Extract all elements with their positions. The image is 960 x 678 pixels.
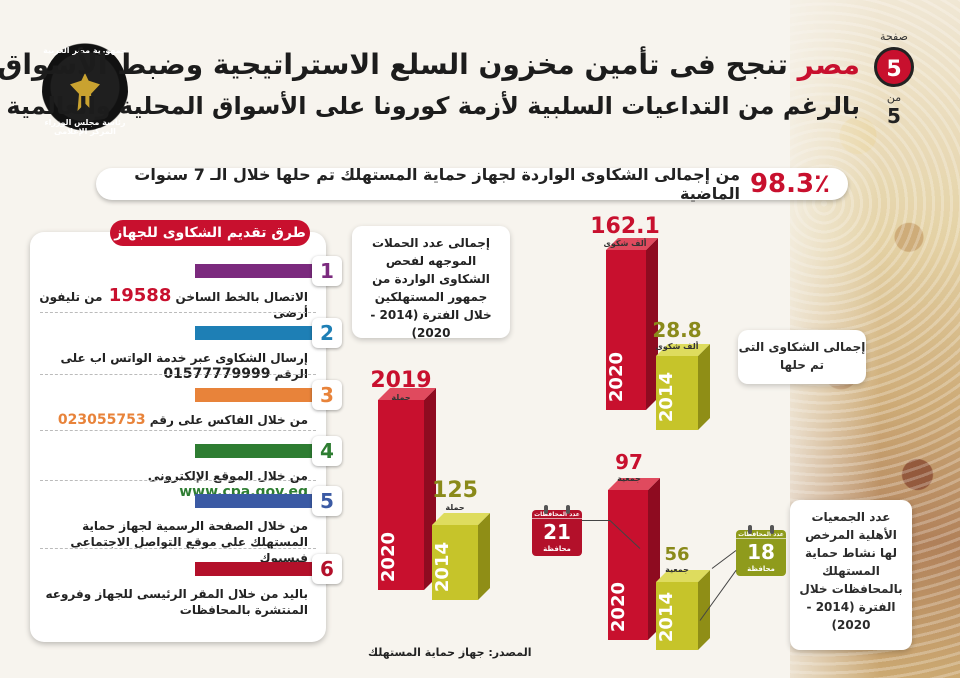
seal-text-top: جمهورية مصر العربية — [43, 46, 127, 55]
complaints-value-2014: 28.8 ألف شكوى — [652, 318, 702, 351]
associations-bar-2014: 2014 — [656, 570, 710, 650]
complaints-bar-2014: 2014 — [656, 344, 710, 430]
method-text: باليد من خلال المقر الرئيسى للجهاز وفروع… — [45, 587, 308, 617]
campaign-bar-2020: 2020 — [378, 388, 436, 590]
associations-card: عدد الجمعيات الأهلية المرخص لها نشاط حما… — [790, 500, 912, 650]
bar-year-label: 2014 — [656, 591, 677, 642]
method-text: إرسال الشكاوى عبر خدمة الواتس اب على الر… — [60, 351, 308, 382]
complaints-bar-2020: 2020 — [606, 238, 658, 410]
method-text: الاتصال بالخط الساخن 19588 من تليفون أرض… — [39, 285, 308, 321]
campaign-value-2014: 125 حملة — [432, 478, 478, 512]
page-indicator: صفحة 5 من 5 — [872, 30, 916, 154]
method-value: 023055753 — [57, 412, 146, 428]
method-number: 3 — [312, 380, 342, 410]
headline-banner: 98.3٪ من إجمالى الشكاوى الواردة لجهاز حم… — [96, 165, 848, 203]
method-color-bar — [195, 264, 315, 278]
associations-value-2020: 97 جمعية — [615, 450, 643, 483]
page-of-label: من — [886, 91, 902, 104]
method-number: 1 — [312, 256, 342, 286]
method-value: 19588 — [102, 285, 172, 306]
method-text: من خلال الفاكس على رقم 023055753 — [57, 412, 308, 428]
cabinet-seal-logo: جمهورية مصر العربية رئاسة مجلس الوزراء ال… — [42, 42, 128, 142]
method-divider — [40, 480, 316, 481]
complaints-card: إجمالى الشكاوى التى تم حلها — [738, 330, 866, 384]
methods-title: طرق تقديم الشكاوى للجهاز — [110, 220, 310, 246]
method-number: 2 — [312, 318, 342, 348]
governorates-2020-calendar: عدد المحافظات 21 محافظة — [532, 505, 582, 556]
seal-text-bottom: رئاسة مجلس الوزراء المركز الإعلامى — [44, 118, 126, 136]
source-note: المصدر: جهاز حماية المستهلك — [368, 646, 532, 659]
bar-year-label: 2014 — [432, 541, 453, 592]
complaint-methods-panel: طرق تقديم الشكاوى للجهاز 1 الاتصال بالخط … — [30, 220, 342, 642]
method-divider — [40, 374, 316, 375]
method-text: من خلال الصفحة الرسمية لجهاز حماية المست… — [70, 519, 308, 565]
method-color-bar — [195, 326, 315, 340]
associations-value-2014: 56 جمعية — [664, 544, 690, 574]
banner-text: من إجمالى الشكاوى الواردة لجهاز حماية ال… — [134, 165, 740, 203]
title-accent: مصر — [797, 48, 860, 81]
page-label: صفحة — [880, 30, 908, 43]
governorates-2014-calendar: عدد المحافظات 18 محافظة — [736, 525, 786, 576]
method-color-bar — [195, 562, 315, 576]
page-subtitle: بالرغم من التداعيات السلبية لأزمة كورونا… — [6, 92, 860, 120]
complaints-value-2020: 162.1 ألف شكوى — [590, 214, 660, 248]
method-divider — [40, 312, 316, 313]
title-rest: تنجح فى تأمين مخزون السلع الاستراتيجية و… — [0, 48, 788, 81]
method-color-bar — [195, 444, 315, 458]
bar-year-label: 2020 — [608, 581, 629, 632]
method-number: 6 — [312, 554, 342, 584]
method-number: 4 — [312, 436, 342, 466]
campaign-value-2020: 2019 حملة — [370, 368, 432, 402]
connector-line — [582, 520, 610, 521]
bar-year-label: 2020 — [378, 531, 399, 582]
header: جمهورية مصر العربية رئاسة مجلس الوزراء ال… — [0, 0, 960, 160]
method-color-bar — [195, 388, 315, 402]
campaign-bar-2014: 2014 — [432, 513, 490, 600]
page-total: 5 — [887, 104, 901, 128]
banner-percent: 98.3٪ — [749, 169, 830, 199]
bar-year-label: 2020 — [606, 351, 627, 402]
method-divider — [40, 430, 316, 431]
method-number: 5 — [312, 486, 342, 516]
campaigns-card: إجمالى عدد الحملات الموجهه لفحص الشكاوى … — [352, 226, 510, 340]
method-divider — [40, 548, 316, 549]
associations-bar-2020: 2020 — [608, 478, 660, 640]
page-title: مصر تنجح فى تأمين مخزون السلع الاستراتيج… — [0, 48, 860, 81]
bar-year-label: 2014 — [656, 371, 677, 422]
page-number: 5 — [874, 47, 914, 87]
method-color-bar — [195, 494, 315, 508]
